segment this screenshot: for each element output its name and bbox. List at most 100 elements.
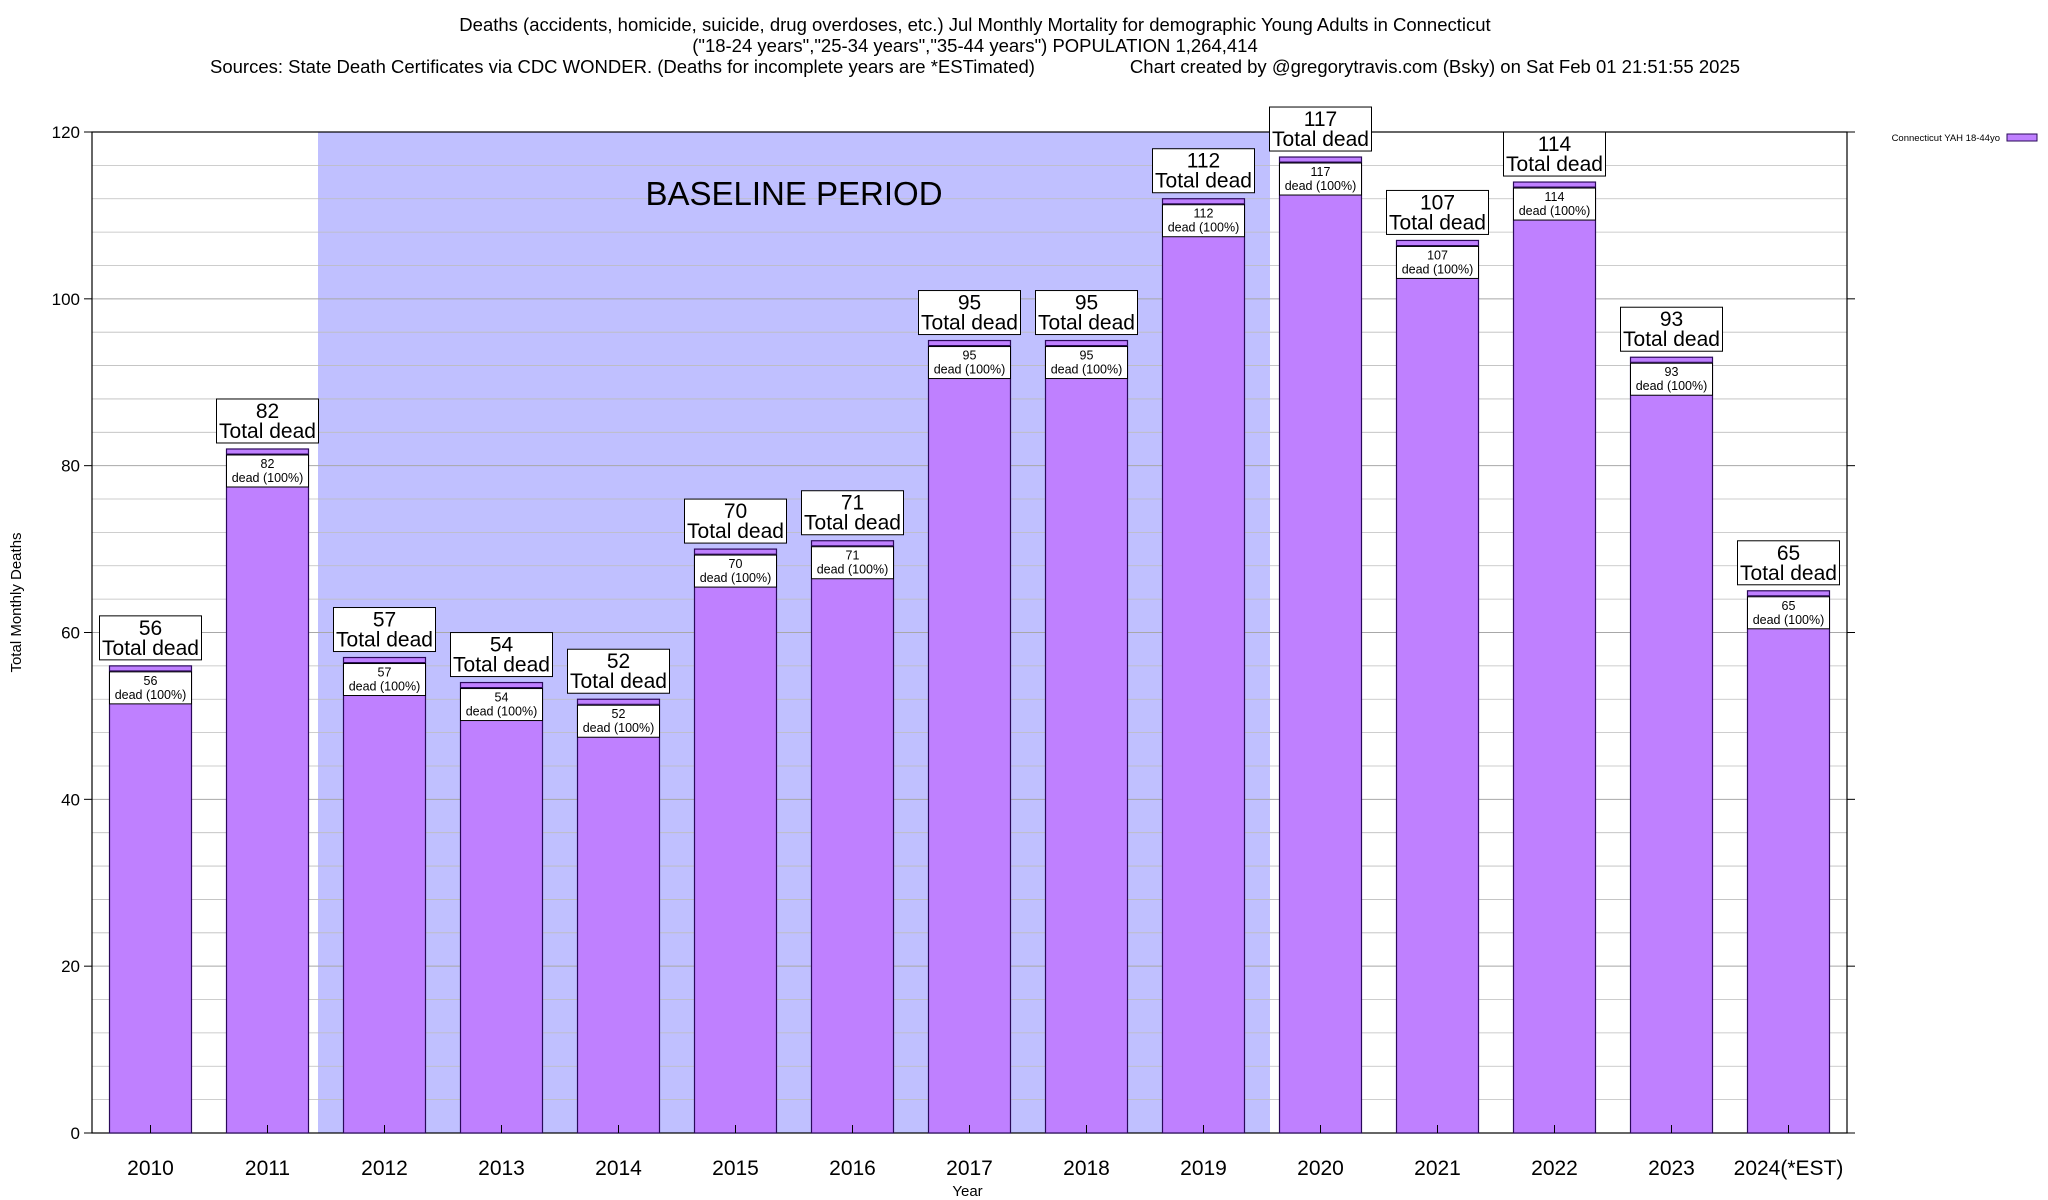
bar-inner-value: 93 [1665,365,1679,379]
x-tick-label: 2018 [1063,1157,1110,1180]
bar-2015 [693,548,778,1134]
x-tick-label: 2012 [361,1157,408,1180]
bar-total-label-box [684,498,787,544]
bar-2022 [1512,181,1597,1134]
bar-inner-suffix: dead (100%) [1168,221,1240,235]
bar-total-text: Total dead [1623,328,1720,351]
bar-2019 [1161,198,1246,1134]
y-tick-label: 80 [61,457,80,476]
bar-inner-value: 95 [1080,349,1094,363]
bar-total-text: Total dead [1155,170,1252,193]
bar-inner-value: 112 [1194,207,1214,221]
bar-2013 [459,681,544,1134]
bar-inner-suffix: dead (100%) [1519,204,1591,218]
x-tick-label: 2020 [1297,1157,1344,1180]
bar-2017 [927,339,1012,1134]
bar-total-label-box [1737,540,1840,586]
bar-inner-suffix: dead (100%) [232,471,304,485]
bar-total-text: Total dead [1740,562,1837,585]
chart-subtitle: ("18-24 years","25-34 years","35-44 year… [692,35,1258,56]
bar-2018 [1044,339,1129,1134]
bar-inner-label-box [460,688,543,722]
x-tick-label: 2013 [478,1157,525,1180]
bar-total-label-box [1386,189,1489,235]
bar-total-value: 95 [1075,292,1098,315]
bar-total-value: 65 [1777,542,1800,565]
x-tick-label: 2016 [829,1157,876,1180]
bar-total-label-box [1035,290,1138,336]
bar-inner-label-box [694,554,777,588]
bar-inner-value: 95 [963,349,977,363]
x-tick-label: 2017 [946,1157,993,1180]
bar-inner-value: 56 [144,674,158,688]
bar-2023 [1629,356,1714,1134]
bar-total-label-box [333,607,436,653]
legend-swatch [2006,133,2038,142]
bar-total-text: Total dead [219,420,316,443]
y-axis-title: Total Monthly Deaths [8,532,25,672]
bar-total-value: 114 [1538,133,1572,156]
bar-inner-label-box [1513,187,1596,221]
bar-total-text: Total dead [1389,211,1486,234]
bar-inner-suffix: dead (100%) [1402,262,1474,276]
bar-total-value: 107 [1420,191,1455,214]
bar-total-label-box [801,490,904,536]
bar-total-text: Total dead [1506,153,1603,176]
bar-total-text: Total dead [921,312,1018,335]
bar-total-text: Total dead [336,629,433,652]
bar-inner-suffix: dead (100%) [817,563,889,577]
bar-inner-label-box [928,346,1011,380]
bar-2011 [225,448,310,1134]
bar-inner-label-box [1279,162,1362,196]
bar-inner-value: 117 [1311,165,1331,179]
bar-total-label-box [918,290,1021,336]
bar-2024(*EST) [1746,590,1831,1134]
y-tick-label: 100 [52,290,80,309]
bar-inner-suffix: dead (100%) [583,721,655,735]
bar-inner-suffix: dead (100%) [115,688,187,702]
bar-total-text: Total dead [1272,128,1369,151]
bar-inner-value: 54 [495,691,509,705]
bar-total-text: Total dead [687,520,784,543]
bar-inner-suffix: dead (100%) [934,363,1006,377]
bar-total-value: 70 [724,500,747,523]
bar-total-text: Total dead [570,670,667,693]
bar-total-value: 52 [607,650,630,673]
bar-total-text: Total dead [102,637,199,660]
x-tick-label: 2014 [595,1157,642,1180]
bar-inner-label-box [577,704,660,738]
x-tick-label: 2021 [1414,1157,1461,1180]
x-tick-label: 2022 [1531,1157,1578,1180]
x-tick-label: 2024(*EST) [1734,1157,1844,1180]
bar-inner-suffix: dead (100%) [349,680,421,694]
bar-total-value: 82 [256,400,279,423]
bar-total-label-box [1269,106,1372,152]
bar-inner-value: 114 [1545,190,1565,204]
bar-inner-suffix: dead (100%) [700,571,772,585]
bar-total-value: 71 [841,492,864,515]
bar-total-label-box [567,648,670,694]
bar-total-label-box [216,398,319,444]
bar-total-label-box [450,632,553,678]
bar-inner-label-box [1045,346,1128,380]
bar-2016 [810,540,895,1134]
bar-inner-value: 71 [846,549,860,563]
sources-line: Sources: State Death Certificates via CD… [0,56,1950,77]
bar-inner-label-box [1396,245,1479,279]
bar-inner-label-box [811,546,894,580]
bar-total-value: 57 [373,609,396,632]
bar-total-label-box [1620,306,1723,352]
bar-total-value: 112 [1187,150,1220,173]
bar-total-label-box [1152,148,1255,194]
x-tick-label: 2023 [1648,1157,1695,1180]
baseline-label: BASELINE PERIOD [645,175,942,212]
bar-inner-label-box [343,663,426,697]
chart-sources: Sources: State Death Certificates via CD… [210,56,1035,77]
chart-title: Deaths (accidents, homicide, suicide, dr… [459,14,1491,35]
y-tick-label: 60 [61,624,80,643]
bar-total-label-box [99,615,202,661]
chart-title-block: Deaths (accidents, homicide, suicide, dr… [0,14,1950,77]
x-tick-label: 2011 [245,1157,290,1180]
bar-inner-value: 57 [378,666,392,680]
bar-total-value: 117 [1304,108,1337,131]
